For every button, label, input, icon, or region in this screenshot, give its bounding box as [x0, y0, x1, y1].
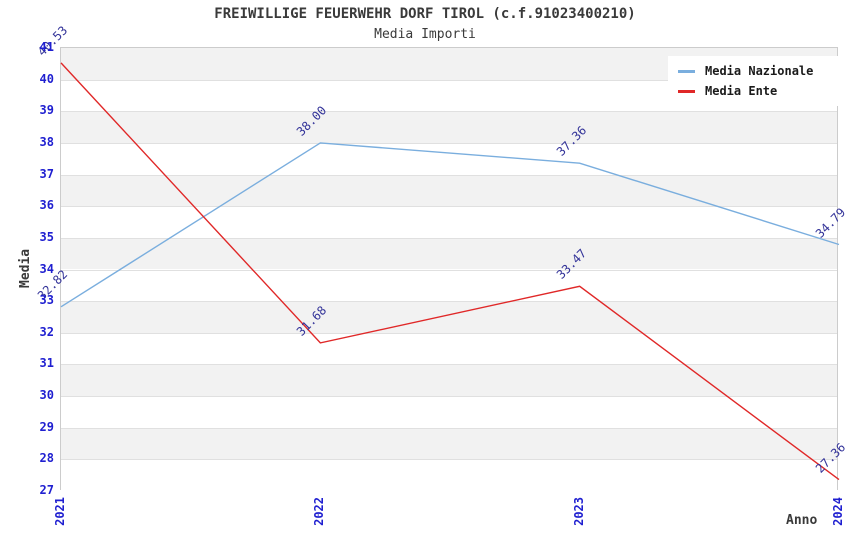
legend-swatch-media-ente	[678, 89, 695, 93]
chart-subtitle: Media Importi	[374, 27, 476, 42]
y-tick-label: 35	[39, 229, 54, 244]
y-tick-label: 39	[39, 103, 54, 118]
grid-band	[61, 459, 837, 491]
gridline	[61, 459, 837, 461]
y-tick-label: 38	[39, 134, 54, 149]
gridline	[61, 301, 837, 303]
plot-area	[60, 47, 840, 491]
grid-band	[61, 332, 837, 365]
gridline	[61, 364, 837, 366]
y-tick-label: 30	[39, 388, 54, 403]
gridline	[61, 237, 837, 239]
series-line-media-ente	[60, 62, 840, 481]
gridline	[61, 427, 837, 429]
y-tick-label: 36	[39, 198, 54, 213]
series-plot-svg	[60, 62, 840, 481]
chart-title: FREIWILLIGE FEUERWEHR DORF TIROL (c.f.91…	[214, 6, 636, 22]
grid-band	[61, 111, 837, 143]
legend-label: Media Nazionale	[705, 64, 814, 78]
grid-band	[61, 364, 837, 397]
grid-band	[61, 237, 837, 270]
x-tick-label: 2023	[571, 497, 586, 526]
legend-item: Media Ente	[678, 81, 836, 101]
x-tick-label: 2022	[312, 497, 327, 526]
gridline	[61, 111, 837, 113]
gridline	[61, 174, 837, 176]
grid-band	[61, 142, 837, 175]
legend: Media Nazionale Media Ente	[668, 56, 844, 106]
gridline	[61, 269, 837, 271]
y-tick-label: 31	[39, 356, 54, 371]
y-tick-label: 37	[39, 166, 54, 181]
gridline	[61, 396, 837, 398]
series-line-media-nazionale	[60, 142, 840, 308]
x-axis-title: Anno	[786, 513, 818, 528]
y-tick-label: 28	[39, 451, 54, 466]
grid-band	[61, 174, 837, 207]
x-tick-label: 2021	[53, 497, 67, 526]
gridline	[61, 332, 837, 334]
y-tick-label: 40	[39, 71, 54, 86]
y-tick-label: 27	[39, 483, 54, 497]
y-tick-label: 33	[39, 293, 54, 308]
grid-band	[61, 301, 837, 333]
y-tick-label: 34	[39, 261, 54, 276]
grid-band	[61, 427, 837, 460]
legend-item: Media Nazionale	[678, 61, 836, 81]
grid-band	[61, 206, 837, 238]
grid-band	[61, 269, 837, 302]
x-tick-label: 2024	[831, 497, 845, 526]
grid-band	[61, 396, 837, 428]
gridline	[61, 79, 837, 81]
gridline	[61, 142, 837, 144]
legend-swatch-media-nazionale	[678, 69, 695, 73]
y-tick-label: 32	[39, 324, 54, 339]
legend-label: Media Ente	[705, 84, 778, 98]
gridline	[61, 206, 837, 208]
y-tick-label: 41	[39, 40, 54, 54]
y-tick-label: 29	[39, 419, 54, 434]
